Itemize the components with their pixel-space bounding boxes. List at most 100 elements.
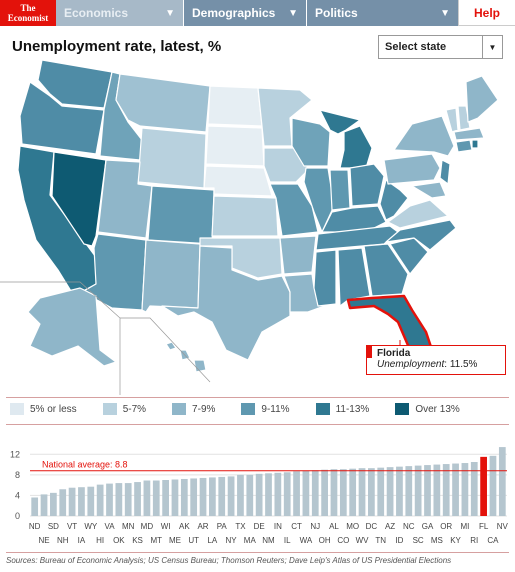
state-md[interactable] xyxy=(411,181,447,199)
bar[interactable] xyxy=(162,480,169,516)
state-nd[interactable] xyxy=(207,85,263,127)
bar[interactable] xyxy=(283,472,291,516)
state-ak[interactable] xyxy=(27,287,117,367)
bar[interactable] xyxy=(106,483,113,516)
bar[interactable] xyxy=(143,480,151,516)
state-sd[interactable] xyxy=(205,125,265,167)
state-nm[interactable] xyxy=(141,239,201,313)
select-state-dropdown[interactable]: Select state ▼ xyxy=(378,35,503,59)
state-tx[interactable] xyxy=(161,245,291,361)
bar[interactable] xyxy=(442,464,450,516)
bar[interactable] xyxy=(470,462,478,516)
bar[interactable] xyxy=(489,455,497,516)
tab-demographics[interactable]: Demographics ▼ xyxy=(183,0,306,26)
bar[interactable] xyxy=(87,486,95,516)
state-ms[interactable] xyxy=(313,249,337,307)
tab-economics[interactable]: Economics ▼ xyxy=(56,0,183,26)
legend-swatch xyxy=(10,403,24,415)
bar[interactable] xyxy=(115,483,123,516)
bar[interactable] xyxy=(218,476,226,516)
bar[interactable] xyxy=(227,476,235,516)
bar[interactable] xyxy=(255,473,263,516)
state-or[interactable] xyxy=(19,81,105,155)
bar[interactable] xyxy=(414,465,422,516)
bar[interactable] xyxy=(293,471,300,516)
bar[interactable] xyxy=(96,484,104,516)
national-average-label: National average: 8.8 xyxy=(42,460,128,470)
bar[interactable] xyxy=(40,494,48,516)
bar[interactable] xyxy=(237,474,244,516)
state-ne[interactable] xyxy=(203,165,273,197)
bar[interactable] xyxy=(339,469,347,516)
bar[interactable] xyxy=(302,470,310,516)
bar[interactable] xyxy=(433,464,441,516)
bar[interactable] xyxy=(50,492,57,516)
state-mt[interactable] xyxy=(115,73,211,133)
bar[interactable] xyxy=(180,478,188,516)
state-ma[interactable] xyxy=(453,127,485,141)
bar[interactable] xyxy=(349,468,357,516)
bar[interactable] xyxy=(424,465,431,516)
bar[interactable] xyxy=(124,483,132,516)
bar[interactable] xyxy=(134,482,141,516)
state-va[interactable] xyxy=(387,199,449,229)
help-button[interactable]: Help xyxy=(458,0,515,26)
state-wv[interactable] xyxy=(379,179,409,221)
bar[interactable] xyxy=(377,467,385,516)
state-hi[interactable] xyxy=(165,341,207,373)
state-ct[interactable] xyxy=(455,139,473,153)
legend-item: 5% or less xyxy=(10,403,77,415)
y-tick-label: 4 xyxy=(15,490,20,500)
chevron-down-icon[interactable]: ▼ xyxy=(482,36,502,58)
economist-logo[interactable]: The Economist xyxy=(0,0,56,26)
state-ri[interactable] xyxy=(471,139,479,149)
bar[interactable] xyxy=(31,497,39,516)
bar[interactable] xyxy=(405,466,413,516)
state-nj[interactable] xyxy=(439,159,451,185)
bar[interactable] xyxy=(461,463,469,516)
bar[interactable] xyxy=(358,468,366,516)
state-mo[interactable] xyxy=(269,183,319,237)
bar[interactable] xyxy=(452,463,459,516)
bar[interactable] xyxy=(246,474,254,516)
y-tick-label: 0 xyxy=(15,511,20,521)
bar[interactable] xyxy=(152,480,160,516)
x-tick-label: IN xyxy=(274,522,282,531)
state-oh[interactable] xyxy=(349,163,385,207)
state-in[interactable] xyxy=(329,169,351,211)
bar[interactable] xyxy=(190,478,198,516)
state-ny[interactable] xyxy=(393,115,455,157)
state-nc[interactable] xyxy=(385,219,457,251)
bar[interactable] xyxy=(321,469,328,516)
bar[interactable] xyxy=(330,469,338,516)
x-tick-label: VA xyxy=(104,522,115,531)
bar[interactable] xyxy=(480,456,487,516)
bar[interactable] xyxy=(78,487,85,516)
bar[interactable] xyxy=(209,477,216,516)
us-map xyxy=(0,60,499,395)
state-pa[interactable] xyxy=(383,153,441,185)
bar[interactable] xyxy=(199,477,207,516)
bar[interactable] xyxy=(498,447,506,516)
state-wy[interactable] xyxy=(137,127,207,189)
x-tick-label: NJ xyxy=(310,522,320,531)
state-vt[interactable] xyxy=(445,107,459,133)
state-co[interactable] xyxy=(147,185,215,245)
bar[interactable] xyxy=(171,479,179,516)
tab-politics[interactable]: Politics ▼ xyxy=(306,0,458,26)
bar[interactable] xyxy=(68,487,76,516)
state-me[interactable] xyxy=(465,75,499,123)
bar[interactable] xyxy=(265,473,272,516)
state-sc[interactable] xyxy=(389,237,429,275)
state-mn[interactable] xyxy=(257,87,313,147)
state-ga[interactable] xyxy=(363,243,409,297)
bar[interactable] xyxy=(368,468,375,516)
state-ar[interactable] xyxy=(279,235,317,275)
bar[interactable] xyxy=(396,466,403,516)
state-ks[interactable] xyxy=(211,195,279,237)
bar[interactable] xyxy=(386,467,394,516)
bar[interactable] xyxy=(59,489,67,516)
bar[interactable] xyxy=(274,472,282,516)
state-wi[interactable] xyxy=(291,117,331,167)
bar[interactable] xyxy=(311,470,319,516)
